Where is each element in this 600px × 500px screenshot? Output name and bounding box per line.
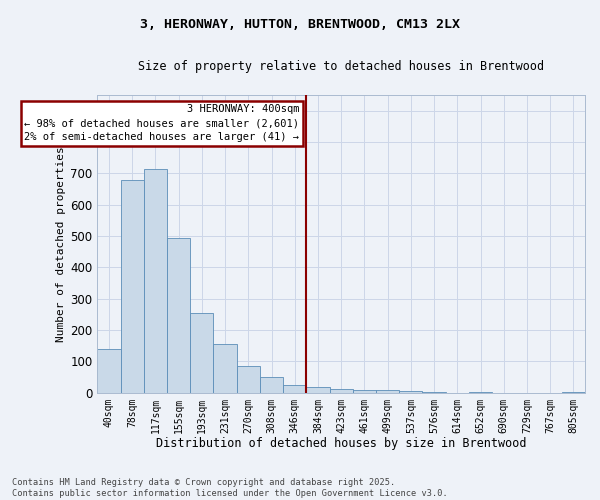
Bar [97, 350, 121, 393]
Title: Size of property relative to detached houses in Brentwood: Size of property relative to detached ho… [138, 60, 544, 73]
Bar [167, 238, 190, 392]
Text: Contains HM Land Registry data © Crown copyright and database right 2025.
Contai: Contains HM Land Registry data © Crown c… [12, 478, 448, 498]
Bar [236, 366, 260, 392]
Bar [144, 168, 167, 392]
Bar [399, 391, 422, 392]
Bar [283, 385, 307, 392]
Bar [190, 313, 214, 392]
Bar [260, 377, 283, 392]
Bar [329, 389, 353, 392]
Bar [376, 390, 399, 392]
Text: 3 HERONWAY: 400sqm
← 98% of detached houses are smaller (2,601)
2% of semi-detac: 3 HERONWAY: 400sqm ← 98% of detached hou… [25, 104, 299, 142]
Bar [353, 390, 376, 392]
Bar [121, 180, 144, 392]
X-axis label: Distribution of detached houses by size in Brentwood: Distribution of detached houses by size … [156, 437, 526, 450]
Y-axis label: Number of detached properties: Number of detached properties [56, 146, 66, 342]
Bar [307, 387, 329, 392]
Bar [214, 344, 236, 393]
Text: 3, HERONWAY, HUTTON, BRENTWOOD, CM13 2LX: 3, HERONWAY, HUTTON, BRENTWOOD, CM13 2LX [140, 18, 460, 30]
